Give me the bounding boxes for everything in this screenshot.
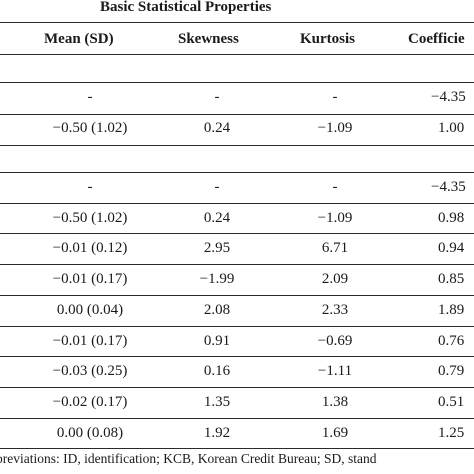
cell-skewness: 0.24 — [203, 210, 231, 226]
column-header-coefficient: Coefficie — [408, 31, 465, 47]
cell-coefficient: 0.98 — [438, 210, 465, 226]
table-rule — [0, 356, 474, 357]
cell-coefficient: 0.76 — [438, 333, 465, 349]
column-header-mean: Mean (SD) — [44, 31, 114, 47]
cell-kurtosis: 2.33 — [321, 302, 349, 318]
cell-mean: −0.01 (0.17) — [52, 271, 128, 287]
cell-coefficient: 0.79 — [438, 363, 465, 379]
cell-kurtosis: −0.69 — [317, 333, 353, 349]
cell-mean: −0.03 (0.25) — [52, 363, 128, 379]
table-rule — [0, 295, 474, 296]
cell-skewness: 1.92 — [203, 425, 231, 441]
table-rule — [0, 264, 474, 265]
cell-mean: −0.01 (0.17) — [52, 333, 128, 349]
group-header-rule — [0, 22, 474, 23]
table-rule — [0, 54, 474, 55]
cell-coefficient: −4.35 — [431, 89, 466, 105]
cell-coefficient: 1.00 — [438, 120, 465, 136]
cell-skewness: 2.95 — [203, 240, 231, 256]
cell-kurtosis: −1.09 — [317, 210, 353, 226]
table-rule — [0, 114, 474, 115]
table-rule — [0, 203, 474, 204]
cell-skewness: 0.24 — [203, 120, 231, 136]
table-rule — [0, 145, 474, 146]
cell-kurtosis: 1.38 — [321, 394, 349, 410]
cell-coefficient: 1.25 — [438, 425, 465, 441]
cell-kurtosis: 6.71 — [321, 240, 349, 256]
cell-kurtosis: −1.09 — [317, 120, 353, 136]
cell-kurtosis: 2.09 — [321, 271, 349, 287]
cell-kurtosis: −1.11 — [317, 363, 353, 379]
table-rule — [0, 418, 474, 419]
table-footnote: breviations: ID, identification; KCB, Ko… — [0, 451, 377, 466]
column-header-skewness: Skewness — [178, 31, 239, 47]
column-header-kurtosis: Kurtosis — [300, 31, 356, 47]
cell-coefficient: −4.35 — [431, 179, 466, 195]
cell-skewness: 2.08 — [203, 302, 231, 318]
cell-kurtosis: - — [332, 179, 338, 195]
cell-mean: - — [87, 89, 93, 105]
table-rule — [0, 326, 474, 327]
cell-mean: - — [87, 179, 93, 195]
table-rule — [0, 387, 474, 388]
cell-mean: −0.01 (0.12) — [52, 240, 128, 256]
cell-coefficient: 0.85 — [438, 271, 465, 287]
cell-mean: −0.50 (1.02) — [52, 210, 128, 226]
cell-mean: −0.50 (1.02) — [52, 120, 128, 136]
table-rule — [0, 172, 474, 173]
cell-mean: −0.02 (0.17) — [52, 394, 128, 410]
cell-skewness: 1.35 — [203, 394, 231, 410]
cell-skewness: 0.16 — [203, 363, 231, 379]
cell-mean: 0.00 (0.04) — [56, 302, 124, 318]
cell-skewness: −1.99 — [199, 271, 235, 287]
cell-kurtosis: 1.69 — [321, 425, 349, 441]
cell-skewness: - — [214, 179, 220, 195]
cell-coefficient: 1.89 — [438, 302, 465, 318]
cell-coefficient: 0.94 — [438, 240, 465, 256]
cell-skewness: 0.91 — [203, 333, 231, 349]
cell-skewness: - — [214, 89, 220, 105]
group-header: Basic Statistical Properties — [100, 0, 272, 15]
cell-coefficient: 0.51 — [438, 394, 465, 410]
table-rule — [0, 448, 474, 449]
cell-kurtosis: - — [332, 89, 338, 105]
table-rule — [0, 233, 474, 234]
table-rule — [0, 82, 474, 83]
cell-mean: 0.00 (0.08) — [56, 425, 124, 441]
